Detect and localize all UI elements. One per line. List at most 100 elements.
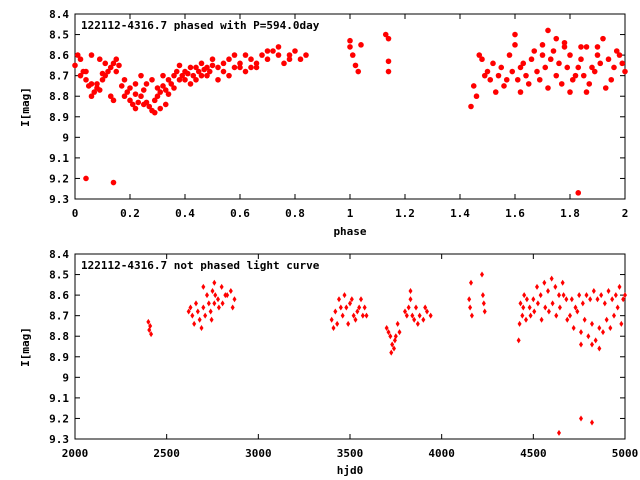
data-point bbox=[594, 44, 601, 50]
data-point bbox=[187, 81, 194, 87]
data-point bbox=[129, 101, 136, 108]
data-point bbox=[88, 52, 95, 58]
data-point bbox=[597, 325, 602, 331]
data-point bbox=[77, 72, 84, 79]
data-point bbox=[195, 68, 202, 75]
data-point bbox=[231, 64, 238, 71]
data-point bbox=[525, 81, 532, 87]
data-point bbox=[542, 64, 549, 71]
data-point bbox=[575, 190, 582, 196]
data-point bbox=[83, 68, 89, 75]
data-point bbox=[94, 85, 100, 91]
data-point bbox=[390, 341, 395, 348]
data-point bbox=[564, 296, 569, 303]
data-point bbox=[469, 312, 474, 319]
data-point bbox=[107, 93, 114, 100]
data-point bbox=[209, 56, 216, 63]
data-point bbox=[569, 76, 576, 83]
data-point bbox=[362, 304, 367, 311]
data-point bbox=[216, 304, 221, 311]
data-point bbox=[198, 60, 205, 67]
data-point bbox=[595, 296, 600, 303]
data-point bbox=[408, 296, 413, 303]
data-point bbox=[107, 64, 114, 71]
data-point bbox=[578, 44, 584, 50]
data-point bbox=[468, 103, 474, 110]
data-point bbox=[481, 72, 488, 79]
y-tick-label: 9.1 bbox=[49, 392, 69, 405]
data-point bbox=[96, 56, 103, 63]
data-point bbox=[516, 337, 521, 344]
phased-light-curve-panel: 0 0.2 0.4 0.6 0.8 1 1.2 1.4 1.6 1.8 2 8.4 8.5 8.6 8.7 8… bbox=[19, 8, 628, 238]
data-points bbox=[146, 271, 627, 436]
data-point bbox=[415, 320, 420, 327]
data-point bbox=[575, 64, 582, 71]
data-point bbox=[208, 308, 213, 315]
data-point bbox=[521, 304, 526, 311]
data-point bbox=[259, 52, 265, 58]
x-tick-label: 2500 bbox=[153, 447, 180, 460]
data-point bbox=[94, 81, 100, 87]
data-point bbox=[531, 296, 536, 303]
data-point bbox=[565, 316, 570, 323]
data-point bbox=[165, 91, 172, 97]
data-point bbox=[360, 312, 365, 319]
data-point bbox=[523, 72, 529, 79]
data-point bbox=[610, 296, 615, 303]
data-point bbox=[586, 333, 591, 340]
data-point bbox=[385, 58, 392, 65]
x-tick-label: 0 bbox=[72, 207, 79, 220]
y-tick-label: 8.8 bbox=[49, 90, 69, 103]
data-point bbox=[99, 70, 106, 77]
data-point bbox=[110, 97, 117, 104]
data-point bbox=[545, 85, 551, 91]
data-point bbox=[557, 292, 561, 299]
data-point bbox=[204, 72, 210, 79]
data-point bbox=[512, 42, 518, 48]
data-point bbox=[553, 72, 560, 79]
data-point bbox=[231, 52, 238, 58]
data-point bbox=[468, 304, 473, 311]
y-tick-label: 9.3 bbox=[49, 193, 69, 206]
data-point bbox=[467, 296, 472, 303]
data-point bbox=[520, 60, 527, 67]
data-point bbox=[527, 304, 532, 311]
data-point bbox=[535, 283, 539, 290]
data-point bbox=[286, 56, 293, 63]
data-point bbox=[342, 292, 347, 299]
y-tick-label: 8.5 bbox=[49, 29, 69, 42]
data-point bbox=[219, 283, 224, 290]
data-point bbox=[173, 68, 180, 75]
data-point bbox=[621, 296, 626, 303]
data-point bbox=[608, 325, 613, 331]
data-point bbox=[187, 64, 194, 71]
data-point bbox=[550, 48, 557, 54]
data-point bbox=[140, 87, 147, 93]
data-point bbox=[553, 283, 558, 290]
data-point bbox=[479, 56, 485, 63]
data-point bbox=[561, 292, 566, 299]
data-point bbox=[194, 300, 198, 307]
data-point bbox=[590, 419, 594, 426]
data-point bbox=[583, 44, 590, 50]
data-point bbox=[146, 318, 151, 325]
data-point bbox=[160, 83, 166, 89]
data-point bbox=[209, 62, 216, 69]
data-point bbox=[215, 64, 221, 71]
data-point bbox=[201, 283, 206, 290]
data-point bbox=[532, 308, 537, 315]
data-point bbox=[423, 304, 428, 311]
data-point bbox=[601, 329, 605, 336]
data-point bbox=[209, 316, 214, 323]
data-point bbox=[583, 89, 590, 95]
y-tick-label: 9.3 bbox=[49, 433, 69, 446]
data-point bbox=[190, 72, 197, 79]
data-point bbox=[599, 292, 604, 299]
data-point bbox=[388, 333, 393, 340]
data-point bbox=[590, 341, 594, 348]
data-point bbox=[204, 64, 210, 71]
data-point bbox=[213, 292, 218, 299]
data-point bbox=[622, 68, 628, 75]
data-point bbox=[517, 320, 522, 327]
